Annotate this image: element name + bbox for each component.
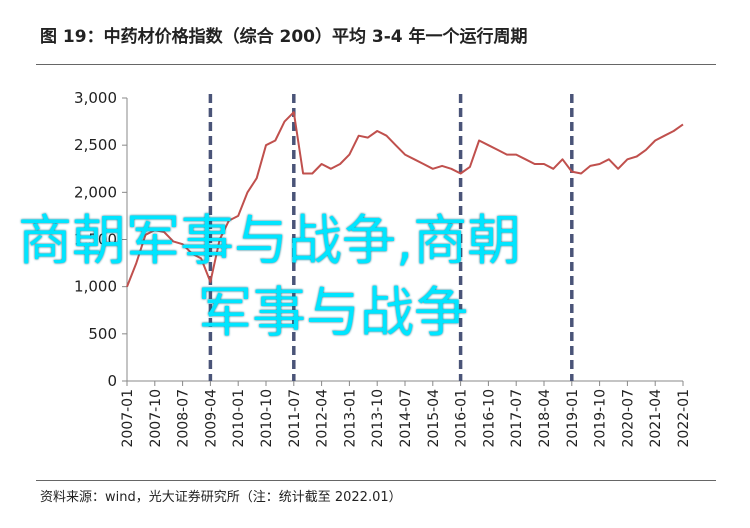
x-tick-label: 2014-07 (398, 389, 414, 448)
x-tick-label: 2009-04 (203, 389, 219, 448)
y-tick-label: 3,000 (74, 89, 117, 107)
source-note: 资料来源：wind，光大证券研究所（注：统计截至 2022.01） (40, 490, 402, 505)
x-tick-label: 2010-10 (259, 389, 275, 448)
x-tick-label: 2016-10 (481, 389, 497, 448)
price-index-line (126, 111, 684, 288)
x-tick-label: 2019-01 (565, 389, 581, 448)
y-tick-label: 1,000 (74, 278, 117, 296)
x-tick-label: 2017-07 (509, 389, 525, 448)
x-tick-label: 2007-01 (120, 389, 136, 448)
x-tick-label: 2011-07 (287, 389, 303, 448)
watermark-line-1: 商朝军事与战争,商朝 (18, 209, 522, 272)
x-tick-label: 2015-04 (426, 389, 442, 448)
y-tick-label: 0 (107, 372, 117, 390)
y-tick-label: 500 (88, 325, 117, 343)
x-tick-label: 2008-07 (176, 389, 192, 448)
x-tick-label: 2007-10 (148, 389, 164, 448)
watermark-line-2: 军事与战争 (198, 281, 468, 344)
x-tick-label: 2012-04 (315, 389, 331, 448)
y-tick-label: 2,000 (74, 183, 117, 201)
x-tick-label: 2022-01 (676, 389, 692, 448)
x-tick-label: 2019-10 (593, 389, 609, 448)
x-tick-label: 2013-10 (370, 389, 386, 448)
title-divider (36, 64, 716, 65)
y-tick-label: 2,500 (74, 136, 117, 154)
x-tick-label: 2013-01 (342, 389, 358, 448)
x-tick-label: 2020-07 (620, 389, 636, 448)
x-tick-label: 2018-04 (537, 389, 553, 448)
chart-title: 图 19：中药材价格指数（综合 200）平均 3-4 年一个运行周期 (40, 27, 528, 47)
x-tick-label: 2010-01 (231, 389, 247, 448)
x-tick-label: 2021-04 (648, 389, 664, 448)
source-divider (36, 480, 716, 481)
y-tick-label: 1,500 (74, 231, 117, 249)
x-tick-label: 2016-01 (454, 389, 470, 448)
